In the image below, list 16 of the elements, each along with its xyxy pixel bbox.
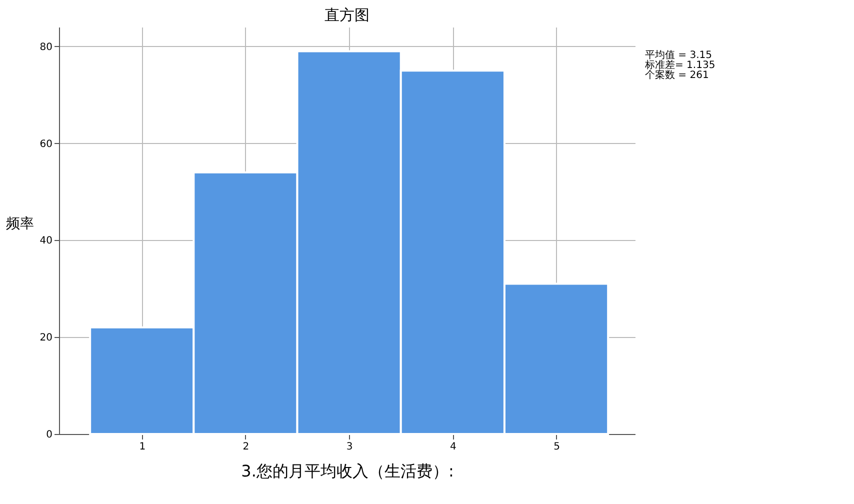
text: 平均值 = 3.15: [645, 49, 712, 61]
x-tick-label: 3: [346, 442, 353, 452]
y-axis-title: 频率: [6, 216, 34, 232]
y-tick-label: 40: [40, 236, 52, 247]
x-tick-label: 4: [450, 442, 456, 452]
y-tick-label: 0: [46, 430, 52, 440]
x-tick-label: 5: [554, 442, 560, 452]
chart-title: 直方图: [324, 6, 370, 24]
text: 个案数 = 261: [645, 69, 709, 81]
y-tick-label: 80: [40, 42, 52, 53]
text: 标准差= 1.135: [644, 59, 716, 71]
y-tick-label: 20: [40, 332, 52, 344]
x-tick-label: 2: [242, 442, 250, 452]
y-tick-label: 60: [40, 138, 52, 150]
x-tick-label: 1: [139, 442, 146, 452]
x-axis-title: 3.您的月平均收入（生活费）:: [241, 462, 454, 480]
